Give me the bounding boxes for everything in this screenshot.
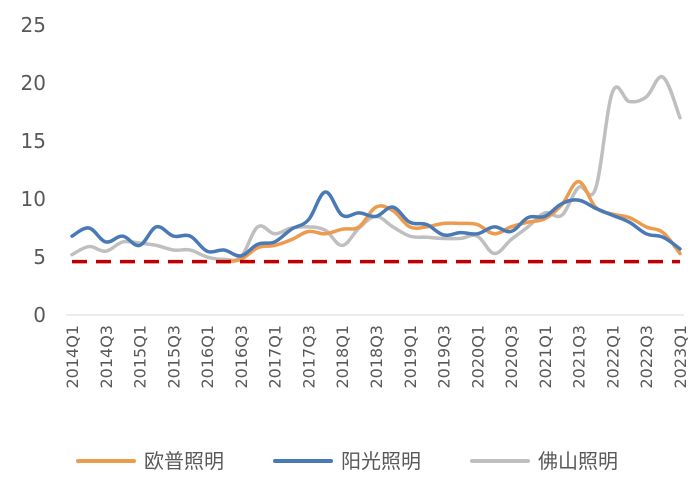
x-tick-label: 2021Q1 (536, 325, 555, 389)
x-axis-ticks: 2014Q1 2014Q3 2015Q1 2015Q3 2016Q1 2016Q3 2017… (63, 325, 690, 389)
x-tick-label: 2016Q1 (198, 325, 217, 389)
x-tick-label: 2023Q1 (671, 325, 690, 389)
y-tick-label: 20 (21, 71, 46, 95)
x-tick-label: 2019Q3 (435, 325, 454, 389)
x-tick-label: 2022Q3 (637, 325, 656, 389)
x-tick-label: 2018Q3 (367, 325, 386, 389)
series-foshan-line (70, 75, 682, 263)
x-tick-label: 2015Q1 (131, 325, 150, 389)
y-tick-label: 0 (33, 303, 46, 327)
x-tick-label: 2021Q3 (570, 325, 589, 389)
x-tick-label: 2015Q3 (164, 325, 183, 389)
x-tick-label: 2014Q1 (63, 325, 82, 389)
x-tick-label: 2017Q3 (299, 325, 318, 389)
y-axis-ticks: 0 5 10 15 20 25 (21, 13, 46, 327)
legend: 欧普照明 阳光照明 佛山照明 (76, 449, 618, 473)
y-tick-label: 25 (21, 13, 46, 37)
y-tick-label: 10 (21, 187, 46, 211)
legend-label: 佛山照明 (538, 449, 618, 473)
y-tick-label: 15 (21, 129, 46, 153)
x-tick-label: 2016Q3 (232, 325, 251, 389)
legend-label: 阳光照明 (341, 449, 421, 473)
plot-area (70, 75, 682, 264)
x-tick-label: 2019Q1 (401, 325, 420, 389)
legend-label: 欧普照明 (144, 449, 224, 473)
x-tick-label: 2020Q1 (468, 325, 487, 389)
x-tick-label: 2018Q1 (333, 325, 352, 389)
series-yangguang-line (70, 190, 682, 258)
x-tick-label: 2022Q1 (603, 325, 622, 389)
series-oupu-line (222, 179, 682, 264)
y-tick-label: 5 (33, 245, 46, 269)
x-tick-label: 2014Q3 (97, 325, 116, 389)
x-tick-label: 2017Q1 (266, 325, 285, 389)
x-tick-label: 2020Q3 (502, 325, 521, 389)
